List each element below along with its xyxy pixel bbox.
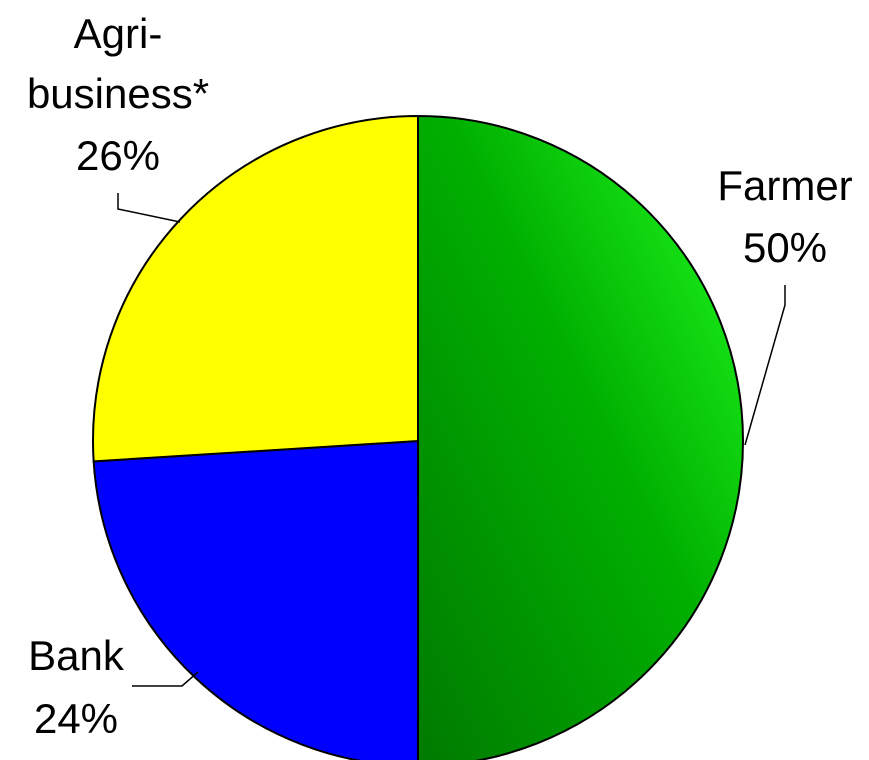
leader-line-bank xyxy=(132,671,199,687)
value-label-bank: 24% xyxy=(34,695,118,742)
category-label-farmer-0: Farmer xyxy=(717,162,852,209)
category-label-bank-0: Bank xyxy=(28,632,125,679)
pie-slice-bank xyxy=(92,439,419,760)
pie-slices xyxy=(92,114,744,760)
value-label-agribusiness: 26% xyxy=(76,132,160,179)
value-label-farmer: 50% xyxy=(743,224,827,271)
slice-labels: Farmer 50% Bank 24% Agri-business* 26% xyxy=(27,10,853,742)
pie-slice-agribusiness xyxy=(92,114,419,463)
category-label-agribusiness-1: business* xyxy=(27,70,209,117)
leader-lines xyxy=(117,193,786,687)
leader-line-agribusiness xyxy=(117,193,181,223)
pie-slice-farmer xyxy=(417,114,744,760)
leader-line-farmer xyxy=(744,285,786,446)
category-label-agribusiness-0: Agri- xyxy=(74,10,163,57)
